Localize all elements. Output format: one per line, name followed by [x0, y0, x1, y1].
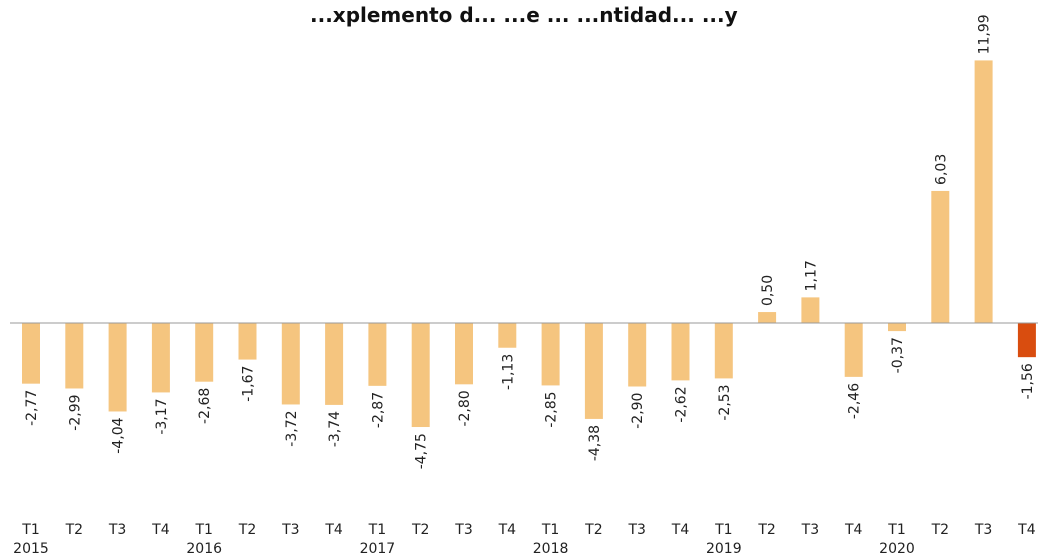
x-tick-label: T2 — [757, 522, 775, 538]
value-label: -4,04 — [111, 417, 127, 453]
x-tick-labels-group: T1 T2 T3 T4 T1 T2 T3 T4 T1 T2 T3 T4 T1 T2 T3 T4 T1 T2 T3 T4… — [21, 522, 1035, 538]
bar — [974, 60, 993, 323]
x-tick-label: T2 — [411, 522, 429, 538]
bar — [411, 323, 430, 428]
bar — [455, 323, 473, 385]
bar — [758, 312, 777, 323]
bar — [541, 323, 560, 386]
value-label: -4,75 — [414, 433, 430, 469]
year-label: 2017 — [360, 541, 396, 557]
x-tick-label: T3 — [627, 522, 645, 538]
x-tick-label: T1 — [714, 522, 732, 538]
bar — [628, 323, 647, 387]
value-label: -3,17 — [154, 398, 170, 434]
x-tick-label: T4 — [844, 522, 863, 538]
x-tick-label: T3 — [974, 522, 992, 538]
value-label: -3,74 — [327, 411, 343, 447]
x-tick-label: T1 — [194, 522, 212, 538]
x-tick-label: T3 — [108, 522, 126, 538]
bars-group — [22, 60, 1036, 428]
x-tick-label: T2 — [931, 522, 949, 538]
bar — [368, 323, 387, 386]
value-label: -2,90 — [630, 393, 646, 429]
year-label: 2020 — [879, 541, 915, 557]
value-label: -1,56 — [1020, 363, 1036, 399]
value-labels-group: -2,77 -2,99 -4,04 -3,17 -2,68 -1,67 -3,72 -3,74… — [24, 14, 1036, 469]
value-label: -2,46 — [847, 383, 863, 419]
value-label: 1,17 — [803, 260, 819, 291]
bar — [1017, 323, 1036, 358]
x-tick-label: T3 — [454, 522, 472, 538]
x-tick-label: T4 — [498, 522, 517, 538]
x-tick-label: T1 — [541, 522, 559, 538]
x-tick-label: T2 — [238, 522, 256, 538]
value-label: 6,03 — [933, 154, 949, 185]
value-label: -0,37 — [890, 337, 906, 373]
value-label: -2,80 — [457, 390, 473, 426]
x-tick-label: T1 — [368, 522, 386, 538]
bar — [108, 323, 127, 412]
x-tick-label: T2 — [65, 522, 83, 538]
x-tick-label: T3 — [801, 522, 819, 538]
year-label: 2018 — [533, 541, 569, 557]
value-label: -2,99 — [67, 394, 83, 430]
x-tick-label: T4 — [671, 522, 690, 538]
year-labels-group: 2015 2016 2017 2018 2019 2020 — [13, 541, 915, 557]
bar — [584, 323, 603, 419]
x-tick-label: T4 — [1017, 522, 1036, 538]
bar — [22, 323, 40, 384]
x-tick-label: T2 — [584, 522, 602, 538]
value-label: -2,77 — [24, 390, 40, 426]
bar — [931, 190, 950, 323]
chart-title: ...xplemento d... ...e ... ...ntidad... … — [310, 3, 738, 27]
bar — [671, 323, 690, 381]
value-label: -3,72 — [284, 410, 300, 446]
bar — [714, 323, 733, 379]
bar — [844, 323, 863, 377]
bar — [498, 323, 517, 348]
value-label: -2,87 — [370, 392, 386, 428]
x-tick-label: T4 — [151, 522, 170, 538]
bar — [281, 323, 300, 405]
year-label: 2016 — [186, 541, 222, 557]
bar — [65, 323, 84, 389]
value-label: -2,53 — [717, 384, 733, 420]
bar — [238, 323, 257, 360]
x-tick-label: T3 — [281, 522, 299, 538]
value-label: -2,85 — [544, 391, 560, 427]
value-label: 0,50 — [760, 275, 776, 306]
bar — [325, 323, 344, 405]
bar — [151, 323, 170, 393]
value-label: -2,68 — [197, 388, 213, 424]
value-label: 11,99 — [977, 14, 993, 54]
bar — [801, 297, 820, 323]
value-label: -1,13 — [500, 354, 516, 390]
year-label: 2019 — [706, 541, 742, 557]
bar — [888, 323, 906, 332]
x-tick-label: T1 — [887, 522, 905, 538]
bar — [195, 323, 214, 382]
x-tick-label: T4 — [324, 522, 343, 538]
value-label: -1,67 — [241, 366, 257, 402]
value-label: -4,38 — [587, 425, 603, 461]
year-label: 2015 — [13, 541, 49, 557]
value-label: -2,62 — [674, 386, 690, 422]
x-tick-label: T1 — [21, 522, 39, 538]
